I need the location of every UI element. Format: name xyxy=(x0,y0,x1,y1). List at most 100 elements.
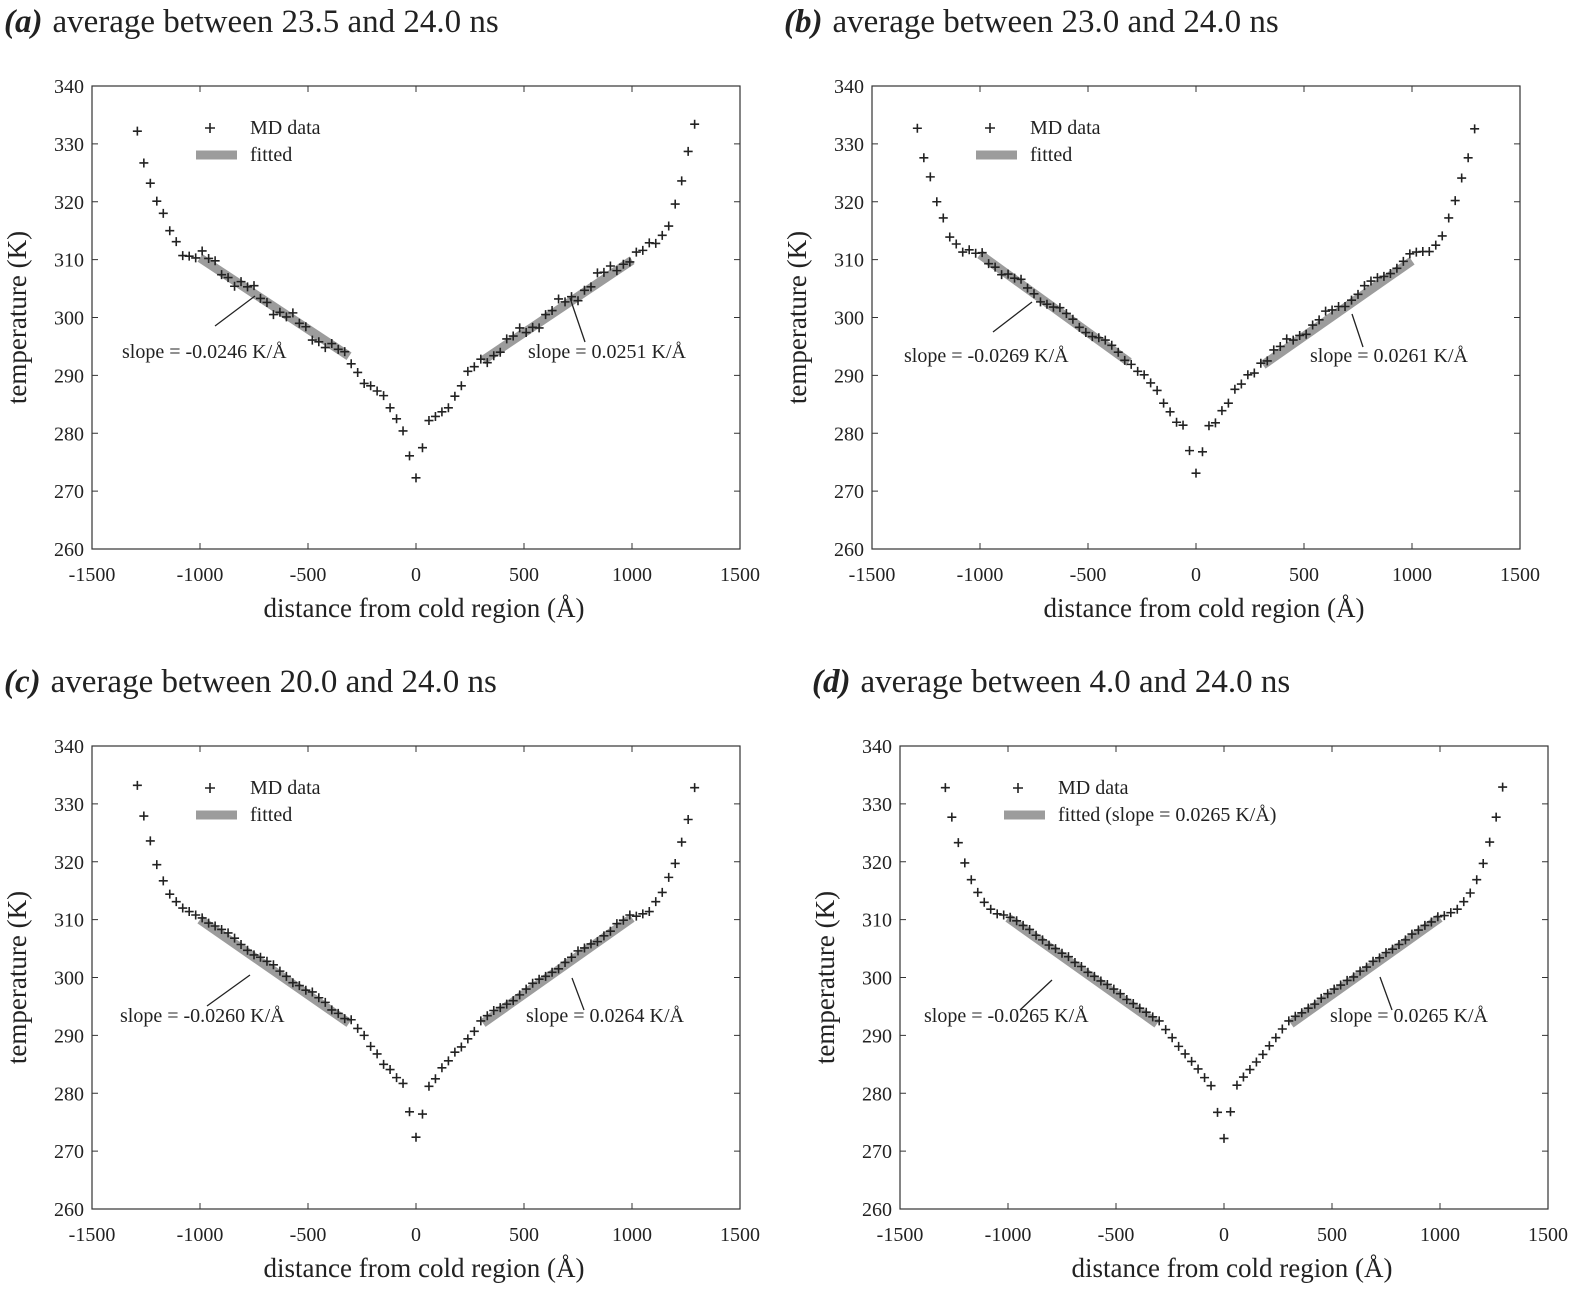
data-point xyxy=(651,238,661,248)
data-point xyxy=(1200,1073,1210,1083)
data-point xyxy=(411,1132,421,1142)
y-tick-label: 270 xyxy=(54,481,84,503)
data-point xyxy=(521,328,531,338)
legend-label-fit: fitted (slope = 0.0265 K/Å) xyxy=(1058,804,1276,826)
data-point xyxy=(1420,920,1430,930)
data-point xyxy=(1217,406,1227,416)
data-point xyxy=(1398,256,1408,266)
data-point xyxy=(1264,1041,1274,1051)
y-axis-label: temperature (K) xyxy=(810,891,840,1064)
y-tick-label: 320 xyxy=(54,852,84,874)
data-point xyxy=(1347,295,1357,305)
data-point xyxy=(281,312,291,322)
data-point xyxy=(508,331,518,341)
data-point xyxy=(1336,980,1346,990)
data-point xyxy=(1174,1041,1184,1051)
data-point xyxy=(262,297,272,307)
data-point xyxy=(573,946,583,956)
panel-title: (c) average between 20.0 and 24.0 ns xyxy=(4,664,497,701)
data-point xyxy=(508,996,518,1006)
data-point xyxy=(204,253,214,263)
data-point xyxy=(1349,972,1359,982)
data-point xyxy=(1329,984,1339,994)
data-point xyxy=(1439,911,1449,921)
data-point xyxy=(631,247,641,257)
data-point xyxy=(217,924,227,934)
y-tick-label: 280 xyxy=(54,423,84,445)
data-point xyxy=(268,310,278,320)
data-point xyxy=(657,230,667,240)
plot-frame xyxy=(871,85,1521,550)
annotation-leader xyxy=(214,295,256,327)
data-point xyxy=(521,984,531,994)
data-point xyxy=(463,1034,473,1044)
data-point xyxy=(197,246,207,256)
panel-title: (d) average between 4.0 and 24.0 ns xyxy=(812,664,1290,701)
data-point xyxy=(1424,247,1434,257)
data-point xyxy=(346,359,356,369)
y-tick-label: 330 xyxy=(834,134,864,156)
data-point xyxy=(392,414,402,424)
y-tick-label: 310 xyxy=(54,250,84,272)
x-tick-label: -500 xyxy=(290,1224,327,1246)
data-point xyxy=(560,297,570,307)
data-point xyxy=(560,957,570,967)
data-point xyxy=(437,407,447,417)
data-point xyxy=(1262,356,1272,366)
data-point xyxy=(243,945,253,955)
data-point xyxy=(683,146,693,156)
y-tick-label: 310 xyxy=(54,910,84,932)
data-point xyxy=(372,386,382,396)
data-point xyxy=(294,318,304,328)
x-tick-label: -1500 xyxy=(877,1224,924,1246)
data-point xyxy=(1433,912,1443,922)
data-point xyxy=(411,473,421,483)
data-point xyxy=(502,334,512,344)
legend-label-md: MD data xyxy=(250,777,321,799)
data-point xyxy=(1206,1081,1216,1091)
y-tick-label: 290 xyxy=(54,365,84,387)
data-point xyxy=(359,1030,369,1040)
data-point xyxy=(1308,320,1318,330)
data-point xyxy=(984,259,994,269)
data-point xyxy=(1010,273,1020,283)
legend-label-fit: fitted xyxy=(250,804,292,826)
data-point xyxy=(1437,231,1447,241)
data-point xyxy=(476,354,486,364)
data-point xyxy=(1277,1024,1287,1034)
y-tick-label: 310 xyxy=(834,250,864,272)
data-point xyxy=(333,1008,343,1018)
data-point xyxy=(631,911,641,921)
data-point xyxy=(314,993,324,1003)
data-point xyxy=(579,285,589,295)
data-point xyxy=(469,1026,479,1036)
slope-annotation: slope = -0.0260 K/Å xyxy=(120,1005,285,1027)
y-tick-label: 280 xyxy=(862,1083,892,1105)
annotation-leader xyxy=(1019,979,1053,1011)
x-tick-label: 1000 xyxy=(612,564,652,586)
data-point xyxy=(1426,917,1436,927)
data-point xyxy=(554,294,564,304)
data-point xyxy=(1187,1056,1197,1066)
data-point xyxy=(1485,837,1495,847)
data-point xyxy=(1463,153,1473,163)
data-point xyxy=(1314,315,1324,325)
data-point xyxy=(573,296,583,306)
data-point xyxy=(1472,875,1482,885)
data-point xyxy=(690,119,700,129)
data-point xyxy=(1100,335,1110,345)
y-tick-label: 340 xyxy=(54,76,84,98)
x-axis-label: distance from cold region (Å) xyxy=(1072,1253,1393,1283)
panel-label: (d) xyxy=(812,664,851,700)
data-point xyxy=(1491,812,1501,822)
data-point xyxy=(541,310,551,320)
data-point xyxy=(1323,989,1333,999)
data-point xyxy=(651,897,661,907)
data-point xyxy=(1159,398,1169,408)
data-point xyxy=(495,1003,505,1013)
data-point xyxy=(1178,420,1188,430)
data-point xyxy=(1035,297,1045,307)
data-point xyxy=(677,837,687,847)
panel-b: (b) average between 23.0 and 24.0 ns -150… xyxy=(780,0,1570,650)
x-tick-label: 500 xyxy=(509,564,539,586)
